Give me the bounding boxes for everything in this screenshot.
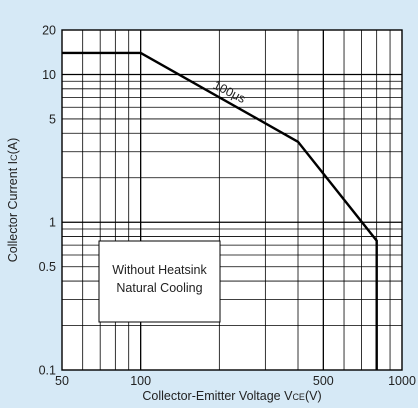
x-tick-label: 1000 [388, 374, 416, 388]
x-tick-label: 50 [55, 374, 69, 388]
y-axis-label: Collector Current IC(A) [6, 138, 20, 263]
x-tick-label: 100 [130, 374, 151, 388]
y-tick-label: 1 [49, 216, 56, 230]
y-tick-label: 0.1 [39, 364, 56, 378]
y-tick-label: 5 [49, 112, 56, 126]
x-axis-label: Collector-Emitter Voltage VCE(V) [142, 389, 321, 403]
grid-minor [62, 30, 402, 370]
soa-boundary-line [62, 51, 378, 370]
x-tick-label: 500 [313, 374, 334, 388]
y-tick-label: 0.5 [39, 260, 56, 274]
info-box-line-1: Without Heatsink [112, 263, 207, 277]
y-tick-label: 10 [42, 68, 56, 82]
plot-frame [61, 29, 403, 371]
series-layer [62, 51, 378, 370]
info-box: Without Heatsink Natural Cooling [98, 240, 221, 323]
y-tick-labels: 0.1 0.5 1 5 10 20 [39, 24, 56, 378]
info-box-line-2: Natural Cooling [116, 281, 202, 295]
info-box-frame [98, 240, 221, 323]
y-tick-label: 20 [42, 24, 56, 38]
x-tick-labels: 50 100 500 1000 [55, 374, 416, 388]
